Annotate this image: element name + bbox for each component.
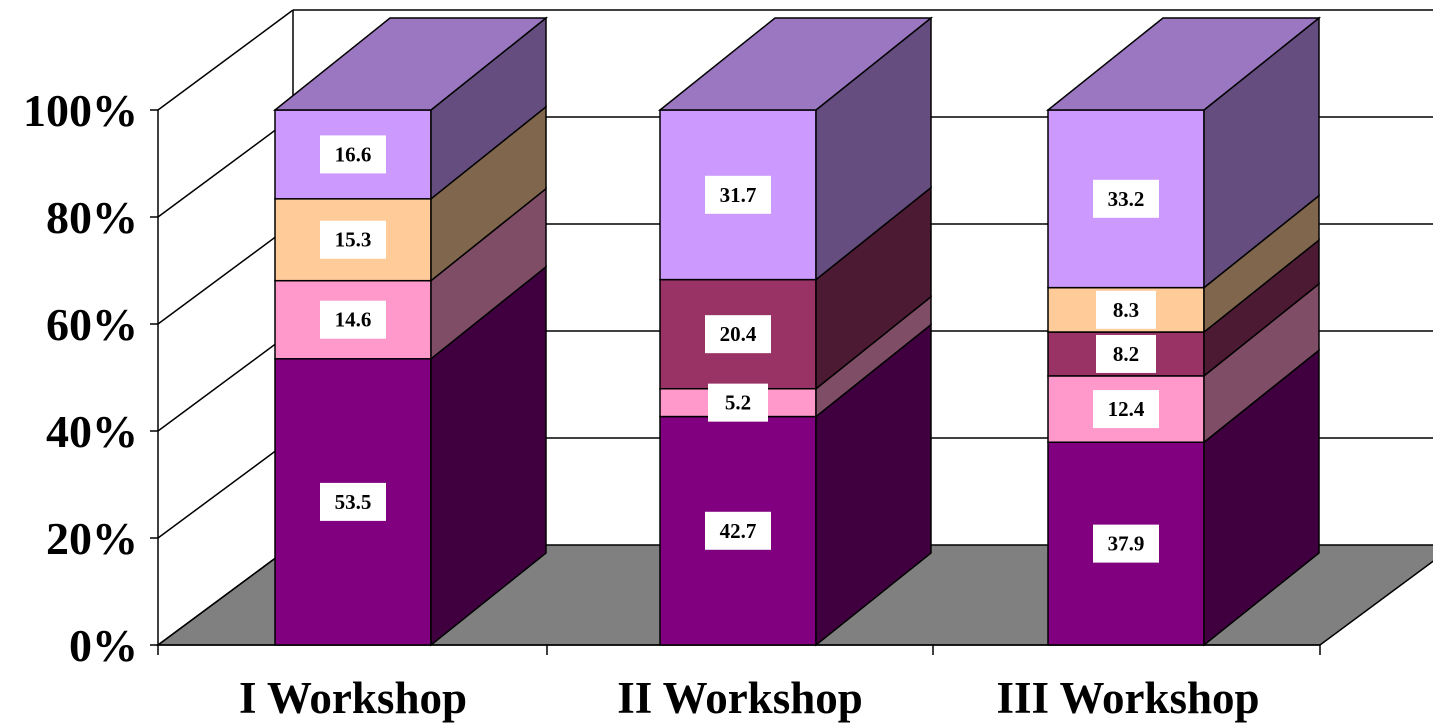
- chart-walls: [157, 10, 294, 646]
- gridline-side: [157, 223, 294, 325]
- bar-top: [272, 17, 549, 111]
- side-wall-bottom-edge: [157, 544, 294, 646]
- data-label: 8.3: [1113, 298, 1139, 322]
- data-label-box: [1093, 179, 1159, 218]
- x-category-labels: I Workshop II Workshop III Workshop: [239, 673, 1260, 723]
- data-label: 12.4: [1108, 397, 1145, 421]
- y-tick-label: 20%: [46, 513, 138, 564]
- data-label-box: [1096, 334, 1156, 373]
- data-labels: 53.5 14.6 15.3 16.6 42.7 5.2 20.4 31.7 37.9 12.4 8…: [320, 135, 1159, 563]
- data-label: 8.2: [1113, 342, 1139, 366]
- data-label-box: [705, 175, 771, 214]
- x-category-label: III Workshop: [996, 673, 1259, 723]
- data-label: 5.2: [725, 391, 751, 415]
- data-label-box: [320, 482, 386, 521]
- data-label: 20.4: [720, 322, 757, 346]
- y-tick-label: 40%: [46, 406, 138, 457]
- data-label: 33.2: [1108, 187, 1145, 211]
- y-tick-labels: 0% 20% 40% 60% 80% 100%: [23, 85, 138, 671]
- bar-top: [1045, 17, 1322, 111]
- y-tick-label: 60%: [46, 299, 138, 350]
- gridline-side: [157, 330, 294, 432]
- data-label-box: [708, 383, 768, 422]
- gridline-side: [157, 437, 294, 539]
- data-label: 53.5: [335, 490, 372, 514]
- bar-segment: [274, 358, 432, 646]
- bars: [272, 16, 1322, 647]
- data-label-box: [705, 511, 771, 550]
- data-label-box: [1093, 524, 1159, 563]
- y-tick-label: 80%: [46, 192, 138, 243]
- data-label-box: [320, 300, 386, 339]
- gridline-side: [157, 116, 294, 218]
- gridline-side: [157, 9, 294, 111]
- data-label: 16.6: [335, 142, 372, 166]
- data-label-box: [320, 220, 386, 259]
- data-label: 15.3: [335, 228, 372, 252]
- data-label: 42.7: [720, 519, 757, 543]
- data-label: 37.9: [1108, 532, 1145, 556]
- data-label-box: [320, 135, 386, 174]
- y-tick-label: 0%: [69, 620, 138, 671]
- bar-top: [657, 17, 934, 111]
- x-category-label: I Workshop: [239, 673, 467, 723]
- data-label: 31.7: [720, 183, 757, 207]
- x-category-label: II Workshop: [617, 673, 863, 723]
- data-label-box: [1096, 290, 1156, 329]
- data-label: 14.6: [335, 308, 372, 332]
- data-label-box: [1093, 390, 1159, 429]
- y-tick-label: 100%: [23, 85, 138, 136]
- data-label-box: [705, 315, 771, 354]
